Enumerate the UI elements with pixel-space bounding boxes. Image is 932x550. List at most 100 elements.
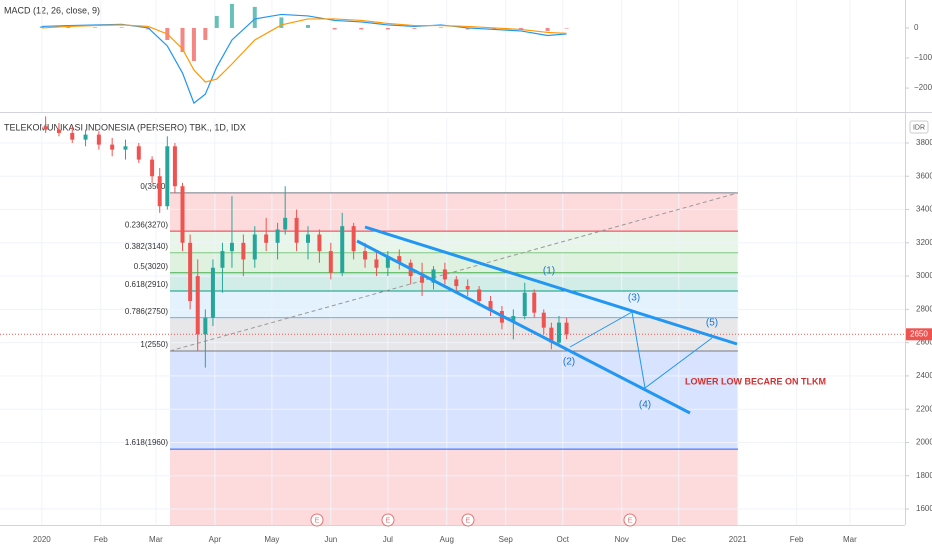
x-tick-label: Jul [383, 535, 393, 544]
fib-zone [170, 252, 738, 273]
y-tick-label: 3800 [916, 138, 932, 147]
candle-body [465, 286, 470, 290]
event-label: E [466, 517, 471, 524]
fib-zone [170, 231, 738, 253]
candle-body [442, 269, 447, 280]
candle-body [203, 317, 208, 335]
trend-line [356, 239, 691, 415]
candle-body [43, 126, 48, 130]
wave-path [569, 311, 713, 389]
y-tick-label: 3400 [916, 205, 932, 214]
fib-label: 0.382(3140) [125, 242, 168, 251]
histogram-bar [332, 27, 337, 30]
x-tick-label: May [264, 535, 279, 544]
y-tick-label: 2600 [916, 338, 932, 347]
candle-body [283, 217, 288, 230]
fib-label: 1.618(1960) [125, 438, 168, 447]
candle-body [532, 292, 537, 313]
event-label: E [315, 517, 320, 524]
x-tick-label: Sep [499, 535, 514, 544]
wave-label: (5) [706, 318, 718, 329]
y-tick-label: 3000 [916, 271, 932, 280]
last-price-box [906, 328, 932, 341]
y-tick-label: −100 [914, 53, 932, 62]
x-tick-label: Mar [843, 535, 857, 544]
candle-body [454, 279, 459, 287]
x-tick-label: Mar [149, 535, 163, 544]
candle-body [110, 144, 115, 150]
event-marker [310, 513, 324, 527]
x-tick-label: Feb [94, 535, 108, 544]
y-tick-label: 1600 [916, 504, 932, 513]
fib-trend [169, 192, 739, 352]
fib-zone [170, 272, 738, 292]
last-price-label: 2650 [910, 329, 928, 338]
candle-body [294, 217, 299, 243]
x-tick-label: Apr [209, 535, 222, 544]
candle-body [210, 267, 215, 318]
candle-body [252, 234, 257, 260]
fib-label: 0.618(2910) [125, 280, 168, 289]
histogram-bar [564, 27, 569, 29]
candle-body [549, 327, 554, 343]
fib-label: 0(3500) [140, 182, 168, 191]
candle-body [477, 289, 482, 302]
event-marker [623, 513, 637, 527]
annotation: LOWER LOW BECARE ON TLKM [685, 376, 826, 386]
fib-label: 0.236(3270) [125, 220, 168, 229]
main-title: TELEKOMUNIKASI INDONESIA (PERSERO) TBK.,… [4, 122, 246, 132]
x-tick-label: Dec [672, 535, 686, 544]
macd-line [41, 18, 567, 83]
candle-body [488, 301, 493, 312]
x-tick-label: Oct [557, 535, 570, 544]
candle-body [306, 234, 311, 243]
histogram-bar [119, 27, 124, 28]
x-tick-label: 2020 [33, 535, 51, 544]
x-tick-label: Jun [324, 535, 337, 544]
histogram-bar [203, 27, 208, 40]
histogram-bar [229, 3, 234, 28]
y-tick-label: 0 [914, 23, 919, 32]
x-tick-label: 2021 [729, 535, 747, 544]
fib-zone [170, 449, 738, 525]
candle-body [229, 242, 234, 252]
histogram-bar [93, 27, 98, 28]
y-tick-label: 1800 [916, 471, 932, 480]
fib-label: 0.5(3020) [134, 262, 169, 271]
currency-box [909, 120, 929, 134]
histogram-bar [252, 6, 257, 28]
candle-body [340, 226, 345, 273]
candle-body [172, 146, 177, 187]
histogram-bar [359, 27, 364, 30]
candle-body [397, 256, 402, 263]
candle-body [123, 146, 128, 150]
event-marker [461, 513, 475, 527]
histogram-bar [39, 26, 44, 28]
candle-body [317, 234, 322, 252]
x-tick-label: Aug [440, 535, 454, 544]
candle-body [374, 259, 379, 268]
candle-body [96, 134, 101, 145]
candle-body [264, 234, 269, 243]
y-tick-label: 2000 [916, 438, 932, 447]
macd-title: MACD (12, 26, close, 9) [4, 5, 100, 15]
fib-zone [170, 291, 738, 318]
candle-body [188, 242, 193, 302]
histogram-bar [465, 27, 470, 30]
currency: IDR [913, 124, 925, 131]
candle-body [275, 229, 280, 243]
wave-label: (1) [543, 266, 555, 277]
candle-body [351, 226, 356, 252]
candle-body [522, 292, 527, 317]
macd-line [41, 13, 567, 105]
histogram-bar [191, 27, 196, 62]
event-label: E [386, 517, 391, 524]
histogram-bar [439, 27, 444, 28]
histogram-bar [180, 27, 185, 52]
y-tick-label: 3200 [916, 238, 932, 247]
y-tick-label: −200 [914, 83, 932, 92]
candle-body [220, 251, 225, 268]
histogram-bar [66, 27, 71, 28]
histogram-bar [279, 17, 284, 28]
